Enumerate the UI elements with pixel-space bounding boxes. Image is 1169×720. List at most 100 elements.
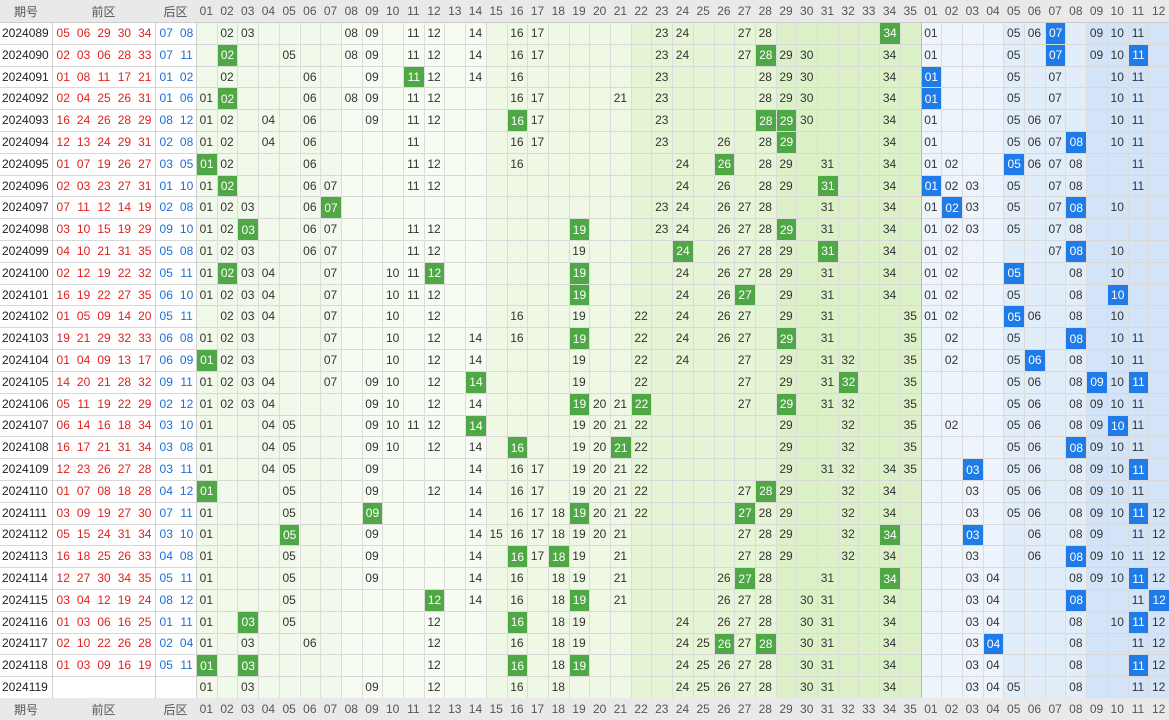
front-column-label: 20	[592, 4, 607, 18]
back-cell: 08	[1069, 680, 1083, 695]
front-number: 28	[138, 636, 152, 651]
back-number: 09	[159, 374, 173, 389]
front-number: 09	[97, 309, 111, 324]
column-line	[361, 0, 363, 720]
back-hit: 05	[1004, 262, 1025, 284]
front-number: 01	[56, 69, 70, 84]
front-cell: 29	[779, 462, 793, 477]
row-line	[0, 370, 1169, 372]
column-bg	[713, 22, 735, 698]
front-hit: 28	[755, 633, 776, 655]
front-cell: 18	[551, 505, 565, 520]
front-number: 24	[97, 134, 111, 149]
back-number: 05	[159, 243, 173, 258]
front-column-label: 11	[407, 4, 420, 18]
front-column-label: 33	[862, 702, 876, 716]
front-cell: 27	[737, 483, 752, 498]
front-cell: 03	[241, 636, 255, 651]
front-cell: 28	[758, 69, 772, 84]
front-cell: 34	[882, 113, 897, 128]
issue: 2024102	[2, 309, 49, 324]
back-column-label: 03	[965, 4, 979, 18]
back-cell: 02	[944, 287, 959, 302]
front-number: 16	[117, 658, 132, 673]
front-cell: 05	[282, 549, 296, 564]
back-column-label: 01	[924, 4, 938, 18]
front-number: 02	[56, 265, 70, 280]
front-number: 22	[117, 265, 132, 280]
front-cell: 12	[427, 309, 441, 324]
front-number: 03	[56, 505, 70, 520]
back-number: 01	[159, 178, 173, 193]
column-line	[961, 0, 963, 720]
front-number: 09	[76, 505, 91, 520]
front-cell: 23	[655, 222, 669, 237]
front-cell: 35	[903, 352, 917, 367]
front-cell: 11	[407, 265, 420, 280]
column-bg	[858, 22, 880, 698]
column-bg	[1127, 22, 1149, 698]
front-cell: 16	[510, 636, 524, 651]
front-number: 29	[138, 113, 152, 128]
front-number: 11	[77, 200, 90, 215]
column-bg	[527, 22, 548, 698]
front-column-label: 25	[696, 4, 710, 18]
front-number: 27	[117, 178, 132, 193]
back-hit: 11	[1128, 502, 1149, 524]
back-cell: 11	[1131, 331, 1145, 346]
back-hit: 11	[1128, 459, 1149, 480]
column-line	[879, 0, 881, 720]
issue: 2024108	[2, 440, 49, 455]
header-back: 后区	[163, 4, 188, 19]
front-number: 26	[97, 462, 111, 477]
column-line	[1044, 0, 1046, 720]
front-cell: 25	[696, 658, 710, 673]
issue: 2024089	[2, 25, 49, 40]
front-hit: 28	[755, 44, 776, 66]
front-cell: 12	[427, 483, 441, 498]
back-hit: 10	[1107, 284, 1128, 306]
column-line	[982, 0, 984, 720]
front-number: 06	[56, 418, 70, 433]
back-cell: 09	[1089, 483, 1104, 498]
front-cell: 14	[468, 571, 483, 586]
column-line	[817, 0, 819, 720]
back-cell: 07	[1048, 134, 1062, 149]
front-cell: 31	[820, 265, 835, 280]
back-cell: 12	[1151, 680, 1166, 695]
front-cell: 09	[365, 418, 379, 433]
front-number: 23	[76, 462, 91, 477]
front-cell: 27	[737, 680, 752, 695]
back-column-label: 09	[1089, 4, 1104, 18]
front-number: 27	[76, 571, 91, 586]
back-cell: 08	[1069, 527, 1083, 542]
back-cell: 01	[924, 309, 938, 324]
back-cell: 10	[1110, 113, 1124, 128]
front-cell: 19	[572, 418, 586, 433]
front-cell: 16	[510, 47, 524, 62]
front-cell: 14	[468, 505, 483, 520]
front-cell: 09	[365, 25, 379, 40]
back-cell: 11	[1131, 483, 1145, 498]
front-number: 05	[76, 309, 91, 324]
front-hit: 22	[631, 393, 652, 415]
front-number: 03	[56, 222, 70, 237]
back-number: 11	[180, 614, 193, 629]
back-cell: 03	[965, 658, 979, 673]
column-line	[775, 0, 777, 720]
front-number: 21	[97, 374, 111, 389]
front-number: 10	[76, 636, 91, 651]
back-number: 01	[159, 69, 173, 84]
back-hit: 10	[1107, 415, 1128, 437]
front-number: 18	[117, 483, 132, 498]
front-cell: 31	[820, 309, 835, 324]
front-cell: 06	[303, 222, 317, 237]
front-cell: 27	[737, 47, 752, 62]
header-bg	[0, 0, 1169, 23]
back-cell: 10	[1110, 47, 1124, 62]
front-cell: 19	[572, 352, 586, 367]
front-cell: 07	[323, 243, 338, 258]
back-cell: 01	[924, 265, 938, 280]
issue: 2024118	[2, 658, 48, 673]
front-number: 02	[56, 178, 70, 193]
